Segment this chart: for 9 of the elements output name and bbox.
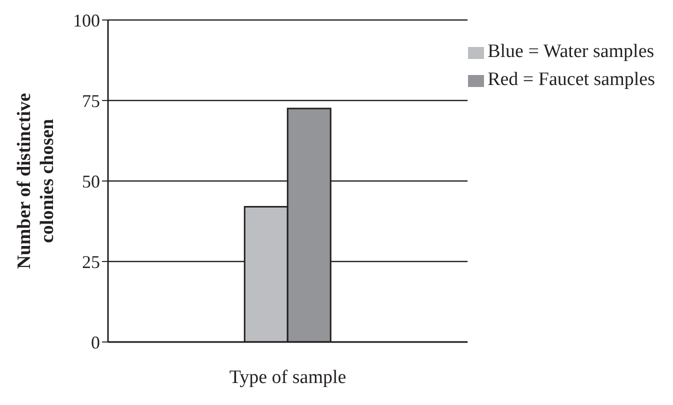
y-tick-label: 0 — [91, 332, 100, 352]
legend-label: Red = Faucet samples — [488, 69, 655, 90]
y-tick-label: 50 — [82, 171, 100, 192]
x-axis-title: Type of sample — [229, 367, 346, 388]
y-tick-label: 75 — [82, 90, 100, 111]
y-axis-title: Number of distinctive colonies chosen — [14, 93, 58, 269]
legend-label: Blue = Water samples — [488, 41, 654, 62]
y-tick-label: 25 — [82, 252, 100, 272]
y-tick-label: 100 — [73, 10, 100, 30]
